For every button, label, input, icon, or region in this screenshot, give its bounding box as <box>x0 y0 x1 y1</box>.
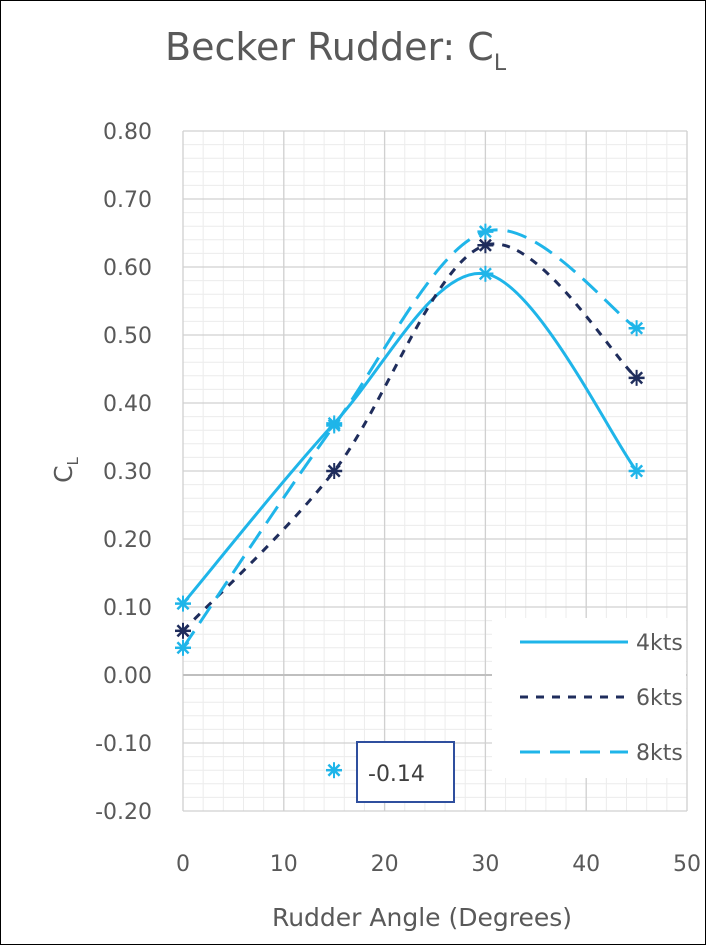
x-tick-label: 50 <box>673 852 701 877</box>
series-line-4kts <box>181 272 638 605</box>
y-tick-label: 0.80 <box>103 120 152 145</box>
y-tick-label: 0.20 <box>103 528 152 553</box>
series-line-8kts <box>181 228 638 649</box>
series-lines <box>181 228 638 649</box>
data-point-6kts <box>628 369 645 386</box>
series-line-6kts <box>181 242 638 632</box>
annotation-marker <box>326 762 342 779</box>
data-point-4kts <box>477 265 494 282</box>
annotation-box <box>356 741 455 803</box>
data-point-6kts <box>326 463 343 479</box>
data-point-8kts <box>628 320 645 337</box>
data-point-6kts <box>477 237 494 254</box>
y-tick-label: 0.10 <box>103 596 152 621</box>
legend-label-8kts: 8kts <box>636 741 683 766</box>
legend-label-6kts: 6kts <box>636 686 683 711</box>
annotation-label: -0.14 <box>368 762 425 787</box>
x-axis-title: Rudder Angle (Degrees) <box>272 903 572 932</box>
x-tick-label: 0 <box>176 852 190 877</box>
data-annotation: -0.14 <box>326 741 455 803</box>
chart-title: Becker Rudder: CL <box>165 25 507 76</box>
y-tick-label: 0.50 <box>103 324 152 349</box>
data-point-8kts <box>477 223 494 240</box>
series-markers <box>175 223 645 656</box>
y-tick-label: 0.40 <box>103 392 152 417</box>
x-tick-labels: 0 10 20 30 40 50 <box>176 852 701 877</box>
y-tick-label: 0.60 <box>103 256 152 281</box>
y-tick-labels: -0.20 -0.10 0.00 0.10 0.20 0.30 0.40 0.50 0.60 0.… <box>95 120 152 825</box>
y-tick-label: -0.10 <box>95 732 152 757</box>
x-tick-label: 30 <box>471 852 499 877</box>
data-point-6kts <box>175 622 191 639</box>
y-axis-title: CL <box>49 456 82 482</box>
legend: 4kts 6kts 8kts <box>492 618 686 778</box>
data-point-8kts <box>326 417 343 434</box>
legend-label-4kts: 4kts <box>636 631 683 656</box>
annotation-asterisk <box>326 762 342 779</box>
data-point-4kts <box>628 463 645 479</box>
x-tick-label: 20 <box>371 852 399 877</box>
y-tick-label: 0.30 <box>103 460 152 485</box>
data-point-4kts <box>175 595 191 612</box>
data-point-8kts <box>175 639 191 656</box>
y-tick-label: 0.00 <box>103 664 152 689</box>
y-tick-label: -0.20 <box>95 800 152 825</box>
x-tick-label: 10 <box>270 852 298 877</box>
y-tick-label: 0.70 <box>103 188 152 213</box>
x-tick-label: 40 <box>572 852 600 877</box>
